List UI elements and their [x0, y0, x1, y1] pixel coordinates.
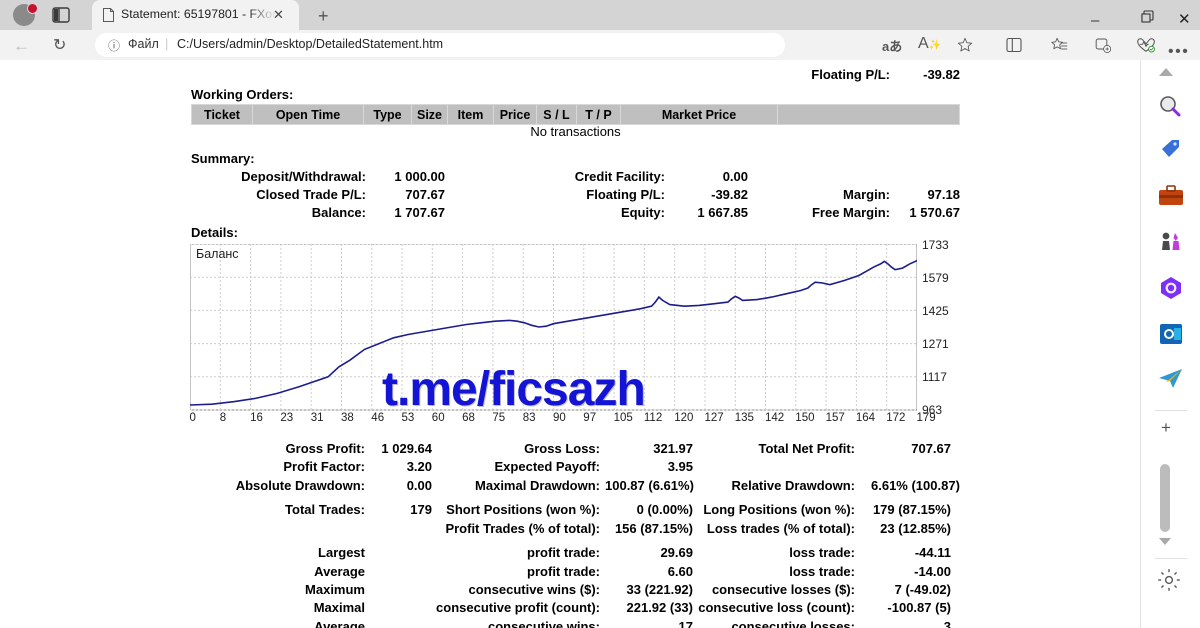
svg-text:Баланс: Баланс [196, 247, 239, 261]
